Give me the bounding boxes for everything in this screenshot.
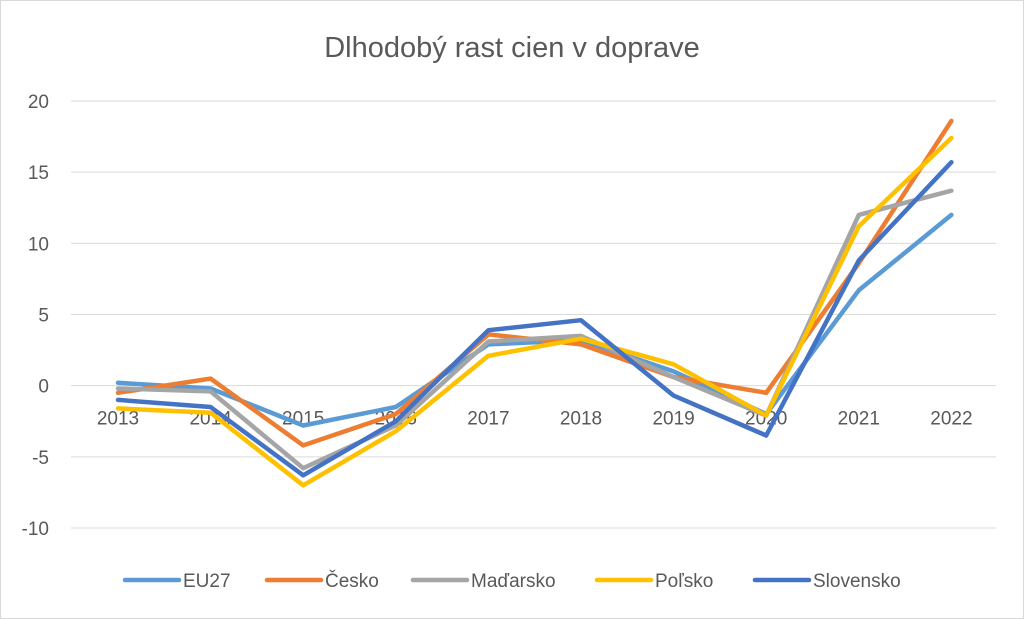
y-axis-tick-labels: 20 15 10 5 0 -5 -10 [22, 92, 49, 540]
y-tick-label: 15 [28, 163, 49, 184]
legend-label: EU27 [183, 571, 231, 592]
legend-label: Slovensko [813, 571, 901, 592]
legend-label: Česko [325, 570, 379, 592]
y-tick-label: -10 [22, 519, 49, 540]
x-tick-label: 2019 [652, 409, 694, 430]
y-tick-label: -5 [32, 448, 49, 469]
series-line-slovensko [115, 159, 954, 478]
x-tick-label: 2021 [838, 409, 880, 430]
y-tick-label: 5 [38, 306, 49, 327]
chart-title: Dlhodobý rast cien v doprave [324, 32, 700, 64]
y-tick-label: 20 [28, 92, 49, 113]
series-lines [115, 118, 954, 488]
x-tick-label: 2022 [930, 409, 972, 430]
series-line-maďarsko [115, 188, 954, 471]
legend: EU27 Česko Maďarsko Poľsko Slovensko [122, 570, 901, 592]
legend-label: Maďarsko [471, 571, 556, 592]
x-tick-label: 2013 [97, 409, 139, 430]
x-tick-label: 2017 [467, 409, 509, 430]
legend-label: Poľsko [655, 571, 713, 592]
gridlines [71, 100, 996, 529]
x-tick-label: 2018 [560, 409, 602, 430]
y-tick-label: 0 [38, 377, 49, 398]
y-tick-label: 10 [28, 234, 49, 255]
series-line-poľsko [115, 135, 954, 488]
